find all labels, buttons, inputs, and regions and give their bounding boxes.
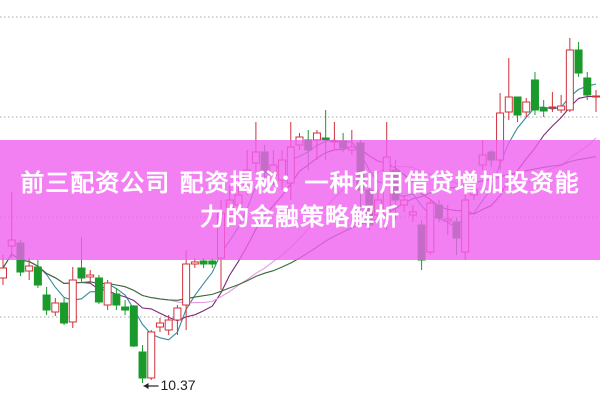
candle-down [138, 345, 147, 383]
candle-down [94, 275, 103, 304]
candle-body [147, 331, 156, 379]
candle-body [121, 306, 130, 311]
candle-up [164, 315, 173, 335]
candle-up [155, 318, 164, 332]
candle-body [33, 266, 42, 286]
candle-body [155, 322, 164, 328]
candle-body [103, 282, 112, 306]
candle-body [138, 351, 147, 379]
candle-down [112, 288, 121, 310]
candle-down [60, 298, 69, 325]
arrow-head-icon [143, 383, 149, 389]
candle-body [129, 305, 138, 347]
candle-body [0, 267, 7, 279]
candle-body [530, 79, 539, 111]
candle-body [25, 265, 34, 272]
candle-body [504, 96, 513, 113]
article-title: 前三配资公司 配资揭秘：一种利用借贷增加投资能力的金融策略解析 [20, 169, 580, 231]
candle-up [173, 305, 182, 335]
candle-down [42, 287, 51, 315]
low-annotation-arrow [143, 383, 159, 389]
candle-up [557, 95, 566, 113]
candle-body [565, 49, 574, 111]
candle-up [147, 330, 156, 380]
candle-body [557, 105, 566, 111]
candle-down [530, 72, 539, 115]
candle-up [86, 270, 95, 282]
candle-body [173, 307, 182, 321]
candle-up [51, 298, 60, 316]
candle-body [321, 137, 330, 141]
candle-up [565, 38, 574, 112]
candle-body [51, 302, 60, 313]
title-banner: 前三配资公司 配资揭秘：一种利用借贷增加投资能力的金融策略解析 [0, 140, 600, 260]
candle-body [86, 274, 95, 278]
candle-body [182, 263, 191, 306]
candle-body [77, 267, 86, 279]
candle-body [592, 95, 600, 98]
candle-up [522, 98, 531, 117]
candle-body [522, 101, 531, 113]
candle-up [68, 267, 77, 328]
candle-up [504, 58, 513, 120]
candle-down [129, 305, 138, 347]
candle-body [312, 132, 321, 141]
candle-up [103, 280, 112, 310]
candle-body [513, 96, 522, 116]
candle-up [548, 92, 557, 112]
candle-body [112, 293, 121, 306]
candle-body [199, 260, 208, 265]
candle-down [583, 72, 592, 100]
candle-body [164, 319, 173, 331]
candle-body [548, 106, 557, 109]
candle-body [208, 260, 217, 265]
candle-down [513, 96, 522, 122]
candle-up [190, 258, 199, 268]
candle-down [33, 260, 42, 288]
candle-down [574, 42, 583, 77]
candle-body [60, 302, 69, 324]
candle-body [539, 107, 548, 112]
candle-down [539, 100, 548, 117]
candle-up [592, 90, 600, 112]
candle-down [121, 300, 130, 315]
candle-body [190, 261, 199, 265]
candle-body [42, 294, 51, 311]
candle-body [94, 277, 103, 303]
low-price-label: 10.37 [160, 377, 196, 393]
candle-body [574, 49, 583, 74]
candle-body [583, 77, 592, 96]
candle-body [68, 279, 77, 323]
